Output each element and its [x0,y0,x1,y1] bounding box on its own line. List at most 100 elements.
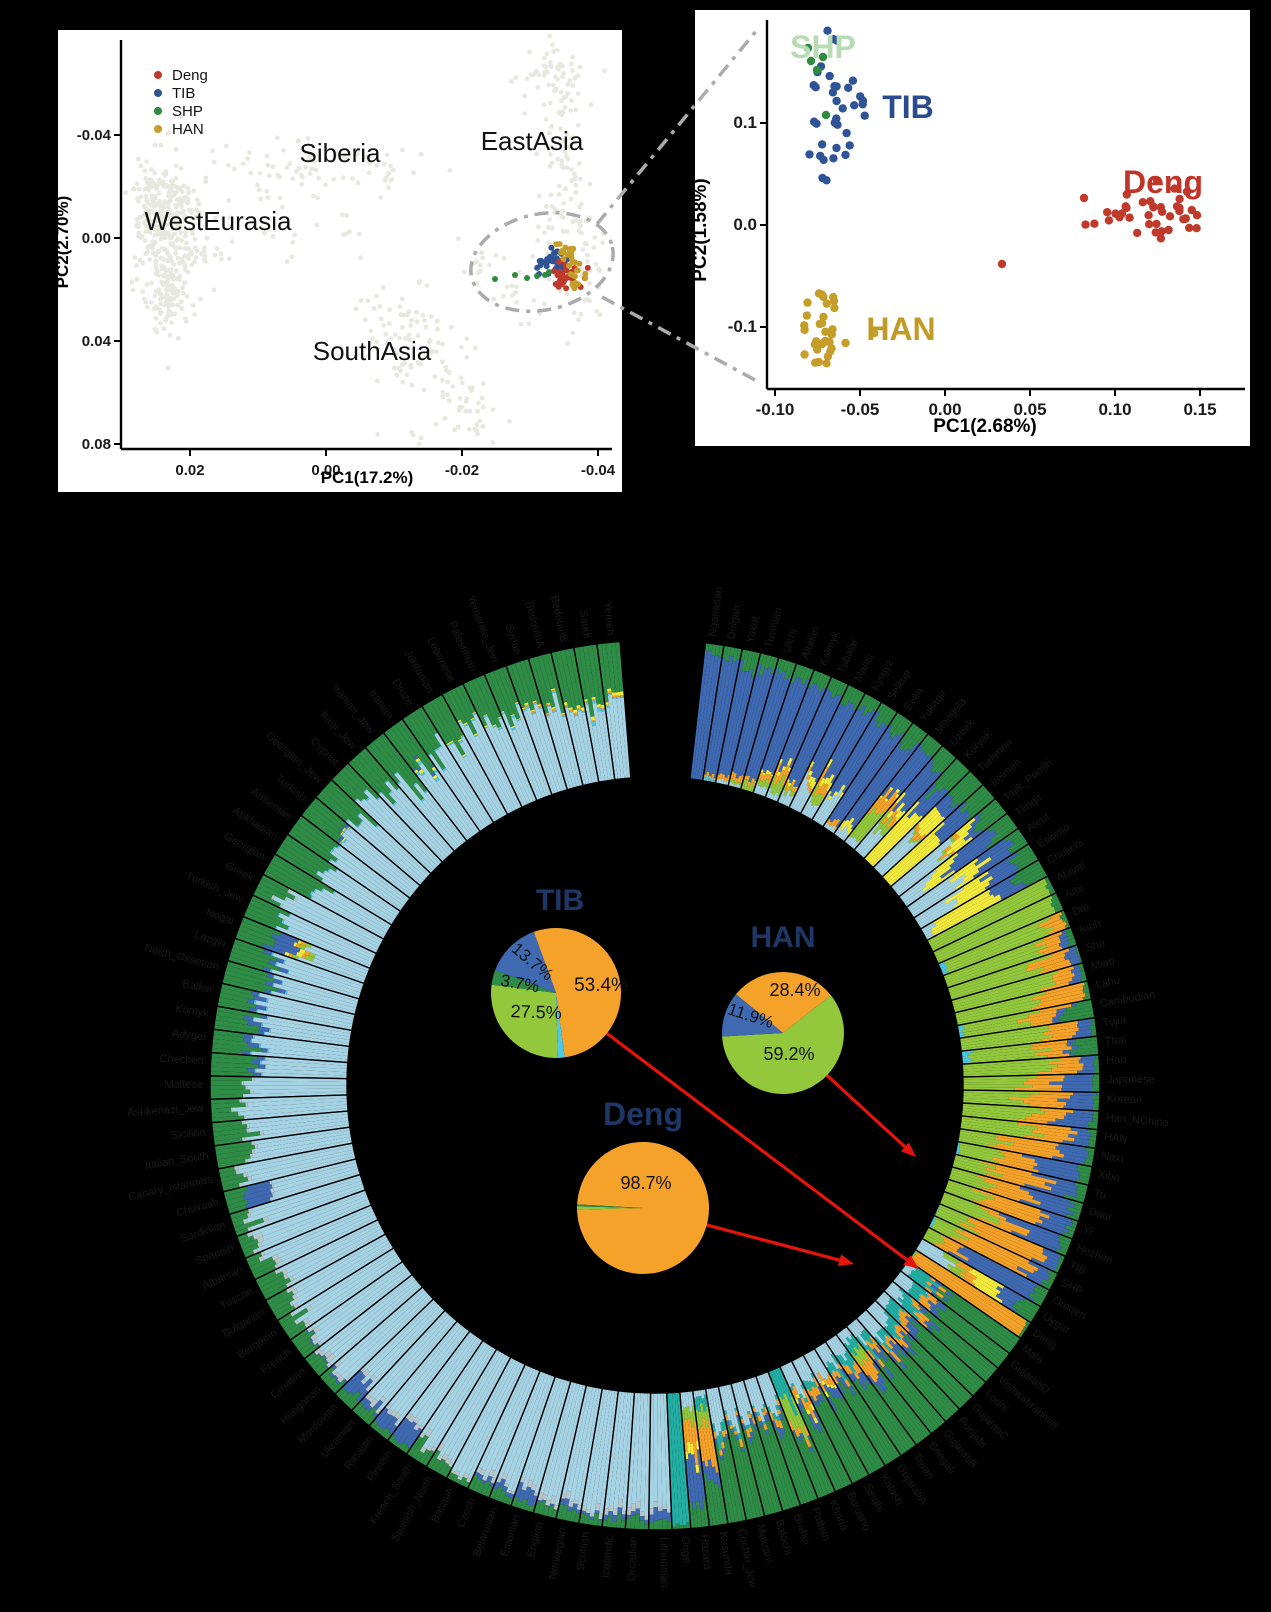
ring-bar-Iranian_Jew [364,731,468,853]
ring-segment-gr [258,1255,265,1262]
ring-segment-or [943,1241,958,1252]
background-point [456,407,462,413]
ring-segment-li [913,1252,917,1256]
ring-segment-lb [393,802,448,860]
ring-segment-sb [835,1375,841,1383]
background-point [136,186,142,192]
ring-segment-or [791,787,796,793]
ring-segment-sb [413,755,419,761]
ring-segment-sb [366,1405,373,1412]
ring-segment-dg [913,1353,966,1407]
ring-segment-lb [595,1389,616,1504]
ring-bar-Finnish [386,1330,485,1456]
sample-point [575,281,582,288]
background-point [575,91,581,96]
ring-segment-gr [545,1499,551,1507]
ring-segment-or [955,1262,971,1273]
sample-point [812,65,822,75]
pie-slice-sb [721,994,783,1037]
background-point [374,163,380,168]
ring-segment-ye [432,774,438,780]
ring-segment-li [949,1171,997,1189]
ring-segment-te [899,1287,912,1299]
ring-segment-sb [544,1504,550,1507]
ring-segment-dg [270,1295,295,1313]
ring-segment-dg [875,705,892,728]
sample-cluster [1081,176,1202,243]
ring-segment-or [944,845,952,853]
ring-bar-outline [228,1173,367,1238]
background-point [391,365,397,371]
ring-segment-sb [243,1188,272,1201]
background-point [542,230,547,235]
ring-segment-dg [402,716,432,756]
ring-segment-gr [666,1509,672,1513]
ring-segment-cy [434,731,439,735]
ring-label-Adygei: Adygei [171,1028,206,1043]
ring-segment-dg [433,696,462,741]
ring-segment-or [865,1340,875,1350]
ring-segment-lb [512,729,543,800]
background-point [549,124,554,130]
ring-segment-lb [246,1180,364,1223]
ring-segment-dg [845,1387,895,1462]
ring-segment-te [669,1392,680,1524]
ring-segment-gr [337,1375,345,1383]
ring-segment-sb [310,1341,315,1346]
ring-segment-dg [484,1485,494,1498]
ring-segment-dg [1094,1066,1100,1070]
ring-segment-or [1040,1107,1074,1114]
ring-segment-or [1028,1009,1057,1019]
ring-segment-or [977,1233,1032,1261]
ring-segment-dg [695,1501,702,1528]
ring-segment-lb [713,1386,723,1423]
ring-segment-dg [221,1183,240,1192]
ring-bar-Jordanian [420,693,509,824]
ring-segment-dg [1064,1224,1077,1232]
ring-segment-li [960,1123,1044,1138]
ring-bar-Druze [401,705,495,833]
background-point [552,88,557,94]
sample-point [548,253,555,260]
background-point [157,198,163,204]
ring-segment-li [763,778,770,787]
background-point [284,259,290,264]
y-axis-title: PC2(2.70%) [53,196,72,289]
ring-segment-or [1023,1100,1067,1106]
ring-segment-dg [777,658,786,675]
ring-segment-gr [370,1374,377,1382]
ring-segment-lb [878,841,915,876]
ring-segment-dg [741,1450,761,1519]
ring-segment-te [878,1329,886,1337]
ring-segment-lb [304,946,369,975]
sample-point [802,311,812,320]
ring-segment-or [697,1429,705,1462]
ring-segment-dg [986,813,1010,832]
ring-segment-ye [949,863,977,884]
ring-segment-dg [885,709,898,727]
ring-segment-dg [1010,840,1029,855]
ring-segment-lb [616,698,628,779]
ring-segment-dg [1008,846,1033,864]
background-point [176,335,181,341]
ring-segment-dg [990,822,1017,843]
ring-segment-or [767,775,774,784]
ring-segment-lb [273,895,380,951]
ring-segment-te [886,1325,901,1340]
ring-segment-dg [634,1514,640,1530]
background-point [384,340,390,346]
background-point [391,346,396,352]
ring-segment-cy [940,965,948,971]
background-point [400,379,406,385]
background-point [427,338,433,344]
x-tick-label: 0.00 [928,400,961,419]
ring-segment-dg [1053,902,1063,910]
ring-segment-or [784,785,791,793]
ring-segment-lb [743,1379,754,1407]
ring-segment-gr [639,1511,645,1517]
pie-slice-li [576,1206,643,1210]
background-point [461,269,467,275]
ring-segment-dg [931,747,949,767]
background-point [173,250,179,256]
